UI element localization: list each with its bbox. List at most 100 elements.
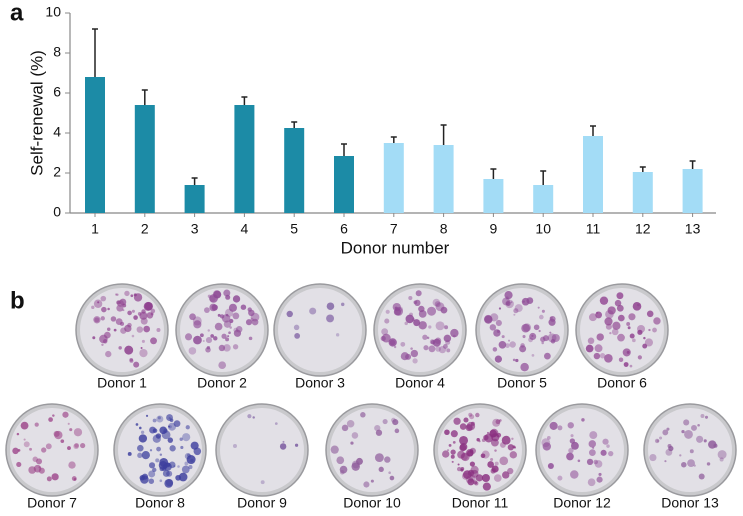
colony bbox=[612, 321, 621, 330]
colony bbox=[34, 422, 39, 427]
colony bbox=[508, 339, 511, 342]
bar bbox=[134, 105, 155, 213]
colony bbox=[374, 453, 384, 463]
colony bbox=[251, 318, 259, 326]
colony bbox=[137, 444, 144, 452]
colony bbox=[599, 296, 609, 305]
colony bbox=[405, 314, 415, 324]
colony bbox=[248, 336, 253, 341]
colony bbox=[629, 333, 635, 339]
colony bbox=[165, 478, 174, 487]
x-tick-label: 7 bbox=[390, 221, 398, 237]
colony bbox=[502, 471, 510, 479]
colony bbox=[252, 416, 255, 419]
colony bbox=[475, 412, 480, 418]
colony bbox=[168, 417, 171, 420]
colony bbox=[397, 306, 403, 312]
colony bbox=[465, 424, 473, 432]
colony bbox=[140, 346, 143, 350]
colony bbox=[654, 438, 660, 444]
colony bbox=[507, 467, 514, 475]
colony bbox=[549, 331, 552, 334]
colony bbox=[115, 293, 118, 296]
panel-label: a bbox=[10, 0, 24, 26]
colony bbox=[501, 335, 505, 339]
x-tick-label: 2 bbox=[141, 221, 149, 237]
colony bbox=[490, 468, 496, 474]
colony bbox=[152, 418, 157, 423]
colony bbox=[442, 344, 448, 349]
colony bbox=[214, 322, 223, 331]
colony bbox=[247, 414, 252, 419]
colony bbox=[54, 430, 63, 440]
error-bar bbox=[540, 170, 547, 185]
colony bbox=[432, 298, 441, 307]
colony bbox=[131, 334, 135, 338]
colony bbox=[169, 445, 176, 452]
colony bbox=[169, 418, 174, 423]
colony bbox=[493, 474, 502, 482]
colony bbox=[330, 445, 339, 454]
colony bbox=[46, 476, 52, 482]
colony bbox=[414, 299, 421, 307]
colony bbox=[393, 345, 397, 349]
colony bbox=[152, 467, 157, 473]
colony bbox=[587, 478, 596, 487]
colony bbox=[666, 427, 670, 431]
colony bbox=[229, 326, 232, 329]
colony bbox=[133, 315, 138, 320]
colony bbox=[133, 293, 137, 297]
colony bbox=[260, 480, 265, 485]
colony bbox=[113, 328, 117, 332]
colony bbox=[101, 343, 104, 347]
colony bbox=[93, 299, 103, 308]
colony bbox=[589, 449, 596, 457]
colony bbox=[211, 304, 218, 311]
colony bbox=[538, 329, 541, 333]
colony bbox=[428, 345, 436, 353]
dish-agar bbox=[330, 408, 414, 492]
colony bbox=[656, 439, 660, 443]
colony bbox=[225, 313, 229, 317]
colony bbox=[23, 438, 26, 441]
colony bbox=[520, 343, 525, 348]
colony bbox=[595, 311, 603, 319]
colony bbox=[683, 419, 690, 426]
colony bbox=[294, 443, 299, 447]
colony bbox=[180, 445, 184, 450]
dish-label: Donor 7 bbox=[27, 495, 77, 511]
colony bbox=[450, 328, 459, 338]
colony bbox=[470, 469, 479, 478]
colony bbox=[131, 309, 135, 313]
colony bbox=[326, 314, 335, 323]
colony bbox=[514, 304, 523, 313]
dish-label: Donor 3 bbox=[295, 375, 345, 391]
colony bbox=[427, 306, 437, 316]
colony bbox=[531, 354, 535, 357]
colony bbox=[161, 466, 167, 472]
culture-dish bbox=[643, 403, 737, 497]
colony bbox=[596, 333, 604, 341]
colony bbox=[643, 336, 646, 340]
colony bbox=[149, 449, 153, 452]
colony bbox=[463, 417, 469, 423]
colony bbox=[540, 336, 546, 342]
colony bbox=[240, 304, 247, 310]
colony bbox=[616, 292, 624, 300]
error-bar bbox=[440, 124, 447, 145]
colony bbox=[586, 458, 594, 465]
colony bbox=[501, 435, 511, 445]
colony bbox=[193, 320, 202, 329]
colony bbox=[67, 422, 70, 425]
colony bbox=[512, 358, 516, 362]
colony bbox=[440, 306, 448, 314]
colony bbox=[447, 449, 450, 452]
colony bbox=[568, 447, 574, 454]
colony bbox=[644, 338, 653, 347]
colony bbox=[480, 453, 486, 459]
colony bbox=[450, 449, 456, 455]
colony bbox=[435, 346, 441, 352]
colony bbox=[100, 316, 105, 321]
error-bar bbox=[490, 168, 497, 179]
colony bbox=[617, 333, 625, 342]
